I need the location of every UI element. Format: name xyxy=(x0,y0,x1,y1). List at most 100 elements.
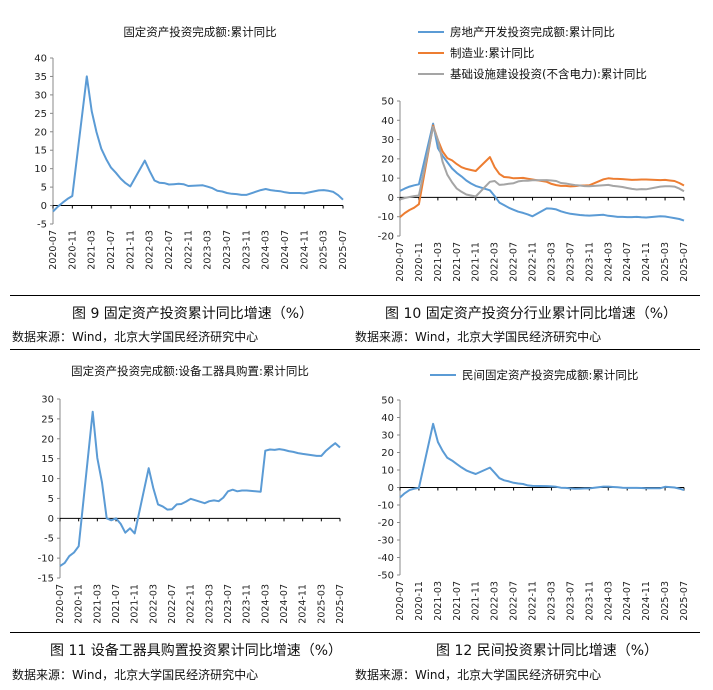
chart4-x-tick-label: 2025-07 xyxy=(679,581,690,621)
chart3-x-tick-label: 2023-11 xyxy=(242,584,253,624)
chart4-x-tick-label: 2021-03 xyxy=(433,581,444,621)
chart3-x-tick-label: 2024-11 xyxy=(298,584,309,624)
source-note-3: 数据来源：Wind，北京大学国民经济研究中心 xyxy=(12,668,259,682)
caption-fig11: 图 11 设备工器具购置投资累计同比增速（%） xyxy=(50,643,343,659)
chart4-x-tick-label: 2023-03 xyxy=(546,581,557,621)
caption-fig12: 图 12 民间投资累计同比增速（%） xyxy=(436,643,659,659)
chart3-x-tick-label: 2024-03 xyxy=(260,584,271,624)
chart3-x-tick-label: 2024-07 xyxy=(279,584,290,624)
chart2-series-3-line xyxy=(399,125,685,201)
chart1-x-tick-label: 2025-07 xyxy=(338,230,349,270)
chart1-x-tick-label: 2022-11 xyxy=(183,230,194,270)
chart3-title: 固定资产投资完成额:设备工器具购置:累计同比 xyxy=(71,364,309,378)
chart4-legend-label-1: 民间固定资产投资完成额:累计同比 xyxy=(462,368,638,382)
chart1-x-tick-label: 2024-03 xyxy=(261,230,272,270)
chart2-y-tick-label: 10 xyxy=(381,174,394,185)
divider-middle xyxy=(10,349,700,350)
chart3-x-tick-label: 2021-03 xyxy=(92,584,103,624)
chart3-series-1-line xyxy=(59,410,341,567)
chart2-x-tick-label: 2022-07 xyxy=(509,242,520,282)
chart3-x-tick-label: 2023-03 xyxy=(204,584,215,624)
chart4-y-tick-label: 10 xyxy=(381,466,394,477)
chart2-x-tick-label: 2021-03 xyxy=(433,242,444,282)
chart1-y-tick-label: 30 xyxy=(34,90,47,101)
chart3-y-tick-label: 10 xyxy=(41,474,54,485)
chart1-y-tick-label: 40 xyxy=(34,54,47,65)
chart2-x-tick-label: 2023-03 xyxy=(546,242,557,282)
chart1-y-tick-label: 5 xyxy=(41,183,47,194)
chart3-x-tick-label: 2020-11 xyxy=(74,584,85,624)
chart2-legend-label-2: 制造业:累计同比 xyxy=(450,46,534,60)
chart3-y-tick-label: 15 xyxy=(41,454,54,465)
chart3-x-tick-label: 2022-03 xyxy=(148,584,159,624)
chart3-y-tick-label: 0 xyxy=(48,514,54,525)
chart4-x-tick-label: 2022-03 xyxy=(490,581,501,621)
chart1-x-tick-label: 2021-07 xyxy=(106,230,117,270)
chart4-x-tick-label: 2024-11 xyxy=(641,581,652,621)
chart1-y-tick-label: -5 xyxy=(37,220,47,231)
chart4-y-tick-label: 50 xyxy=(381,396,394,407)
chart1-x-tick-label: 2024-11 xyxy=(299,230,310,270)
chart2-x-tick-label: 2022-11 xyxy=(528,242,539,282)
chart4-y-tick-label: 20 xyxy=(381,448,394,459)
chart4-x-tick-label: 2020-11 xyxy=(414,581,425,621)
chart4-x-tick-label: 2021-11 xyxy=(471,581,482,621)
chart1-x-tick-label: 2020-07 xyxy=(48,230,59,270)
chart3-y-tick-label: -10 xyxy=(38,554,54,565)
chart4-series-1-line xyxy=(399,422,685,499)
chart3-y-tick-label: -15 xyxy=(38,574,54,585)
chart4-y-tick-label: -20 xyxy=(378,518,394,529)
source-note-2: 数据来源：Wind，北京大学国民经济研究中心 xyxy=(355,330,602,344)
chart3-x-tick-label: 2021-11 xyxy=(130,584,141,624)
chart3-x-tick-label: 2021-07 xyxy=(111,584,122,624)
chart1-x-tick-label: 2022-03 xyxy=(145,230,156,270)
chart3-x-tick-label: 2020-07 xyxy=(55,584,66,624)
source-note-4: 数据来源：Wind，北京大学国民经济研究中心 xyxy=(355,668,602,682)
chart3-x-tick-label: 2025-07 xyxy=(335,584,346,624)
chart4-y-tick-label: -10 xyxy=(378,501,394,512)
chart1-series-1-line xyxy=(52,75,344,213)
chart4-x-tick-label: 2024-07 xyxy=(622,581,633,621)
chart4-x-tick-label: 2024-03 xyxy=(603,581,614,621)
chart1-x-tick-label: 2022-07 xyxy=(164,230,175,270)
chart2-y-tick-label: 40 xyxy=(381,116,394,127)
chart1-x-tick-label: 2025-03 xyxy=(319,230,330,270)
chart2-series-2-line xyxy=(399,124,685,218)
chart1-x-tick-label: 2023-03 xyxy=(203,230,214,270)
chart1-x-tick-label: 2024-07 xyxy=(280,230,291,270)
chart1-y-tick-label: 20 xyxy=(34,127,47,138)
chart4-y-tick-label: -30 xyxy=(378,536,394,547)
chart2-series-1-line xyxy=(399,122,685,222)
chart4-x-tick-label: 2020-07 xyxy=(395,581,406,621)
chart2-y-tick-label: -20 xyxy=(378,232,394,243)
chart1-y-tick-label: 35 xyxy=(34,72,47,83)
chart1-y-tick-label: 0 xyxy=(41,201,47,212)
chart3-y-tick-label: 25 xyxy=(41,414,54,425)
chart1-x-tick-label: 2021-03 xyxy=(87,230,98,270)
chart2-y-tick-label: 0 xyxy=(388,193,394,204)
chart3-x-tick-label: 2022-11 xyxy=(186,584,197,624)
chart3-x-tick-label: 2022-07 xyxy=(167,584,178,624)
chart2-x-tick-label: 2023-07 xyxy=(565,242,576,282)
chart2-y-tick-label: -10 xyxy=(378,212,394,223)
chart1-x-tick-label: 2023-11 xyxy=(241,230,252,270)
chart4-x-tick-label: 2022-07 xyxy=(509,581,520,621)
chart4-x-tick-label: 2022-11 xyxy=(528,581,539,621)
chart3-y-tick-label: 20 xyxy=(41,434,54,445)
chart4-x-tick-label: 2023-07 xyxy=(565,581,576,621)
chart3-x-tick-label: 2025-03 xyxy=(316,584,327,624)
caption-fig10: 图 10 固定资产投资分行业累计同比增速（%） xyxy=(385,306,678,322)
chart2-y-tick-label: 50 xyxy=(381,97,394,108)
chart1-y-tick-label: 10 xyxy=(34,164,47,175)
chart2-x-tick-label: 2024-11 xyxy=(641,242,652,282)
chart4-y-tick-label: 30 xyxy=(381,431,394,442)
source-note-1: 数据来源：Wind，北京大学国民经济研究中心 xyxy=(12,330,259,344)
chart4-y-tick-label: -50 xyxy=(378,571,394,582)
chart4-y-tick-label: 40 xyxy=(381,413,394,424)
chart4-x-tick-label: 2023-11 xyxy=(584,581,595,621)
divider-bottom xyxy=(10,632,700,633)
chart2-x-tick-label: 2022-03 xyxy=(490,242,501,282)
chart2-x-tick-label: 2020-11 xyxy=(414,242,425,282)
chart3-x-tick-label: 2023-07 xyxy=(223,584,234,624)
